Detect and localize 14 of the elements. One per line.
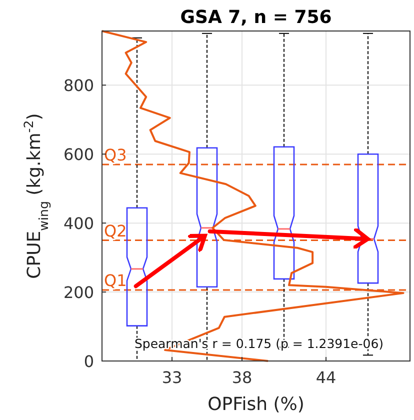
y-tick-label: 400 [63, 214, 94, 234]
line-series [101, 30, 404, 362]
ref-line-label: Q3 [104, 145, 127, 164]
y-tick-label: 200 [63, 283, 94, 302]
y-tick-label: 0 [84, 352, 94, 371]
chart-title: GSA 7, n = 756 [180, 7, 332, 28]
x-tick-label: 33 [162, 368, 182, 387]
x-tick-label: 44 [316, 368, 336, 387]
x-axis-title: OPFish (%) [208, 394, 304, 415]
ref-line-label: Q2 [104, 221, 127, 240]
y-tick-label: 800 [63, 76, 94, 96]
y-tick-label: 600 [63, 145, 94, 164]
ref-line-label: Q1 [104, 270, 127, 290]
x-tick-label: 38 [232, 368, 252, 387]
